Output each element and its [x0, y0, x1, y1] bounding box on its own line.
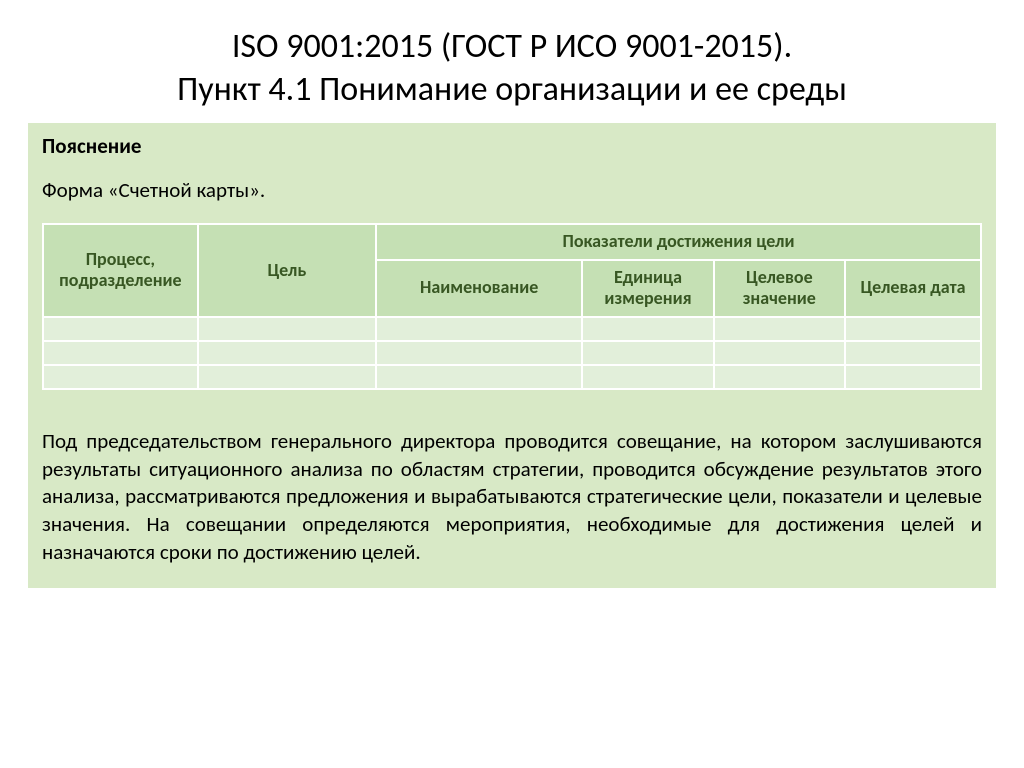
- scorecard-table: Процесс, подразделение Цель Показатели д…: [42, 223, 982, 390]
- cell: [845, 317, 981, 341]
- cell: [198, 317, 376, 341]
- cell: [376, 365, 582, 389]
- cell: [43, 317, 198, 341]
- table-row: [43, 365, 981, 389]
- table-header-row-1: Процесс, подразделение Цель Показатели д…: [43, 224, 981, 260]
- title-line-1: ISO 9001:2015 (ГОСТ Р ИСО 9001-2015).: [232, 26, 792, 67]
- cell: [582, 341, 713, 365]
- cell: [198, 341, 376, 365]
- cell: [714, 365, 845, 389]
- col-header-unit: Единица измерения: [582, 260, 713, 317]
- cell: [198, 365, 376, 389]
- body-paragraph: Под председательством генерального дирек…: [42, 428, 982, 567]
- cell: [845, 341, 981, 365]
- cell: [714, 341, 845, 365]
- col-header-process: Процесс, подразделение: [43, 224, 198, 317]
- section-subheading: Форма «Счетной карты».: [42, 177, 982, 203]
- cell: [376, 317, 582, 341]
- col-header-goal: Цель: [198, 224, 376, 317]
- section-heading: Пояснение: [42, 133, 982, 159]
- table-row: [43, 341, 981, 365]
- title-line-2: Пункт 4.1 Понимание организации и ее сре…: [177, 69, 847, 110]
- col-header-target-value: Целевое значение: [714, 260, 845, 317]
- cell: [582, 365, 713, 389]
- col-header-target-date: Целевая дата: [845, 260, 981, 317]
- explanation-panel: Пояснение Форма «Счетной карты». Процесс…: [28, 123, 996, 588]
- cell: [43, 365, 198, 389]
- cell: [43, 341, 198, 365]
- col-header-indicators-group: Показатели достижения цели: [376, 224, 981, 260]
- table-row: [43, 317, 981, 341]
- col-header-name: Наименование: [376, 260, 582, 317]
- slide-title: ISO 9001:2015 (ГОСТ Р ИСО 9001-2015). Пу…: [0, 0, 1024, 123]
- cell: [582, 317, 713, 341]
- cell: [714, 317, 845, 341]
- cell: [376, 341, 582, 365]
- cell: [845, 365, 981, 389]
- slide: ISO 9001:2015 (ГОСТ Р ИСО 9001-2015). Пу…: [0, 0, 1024, 768]
